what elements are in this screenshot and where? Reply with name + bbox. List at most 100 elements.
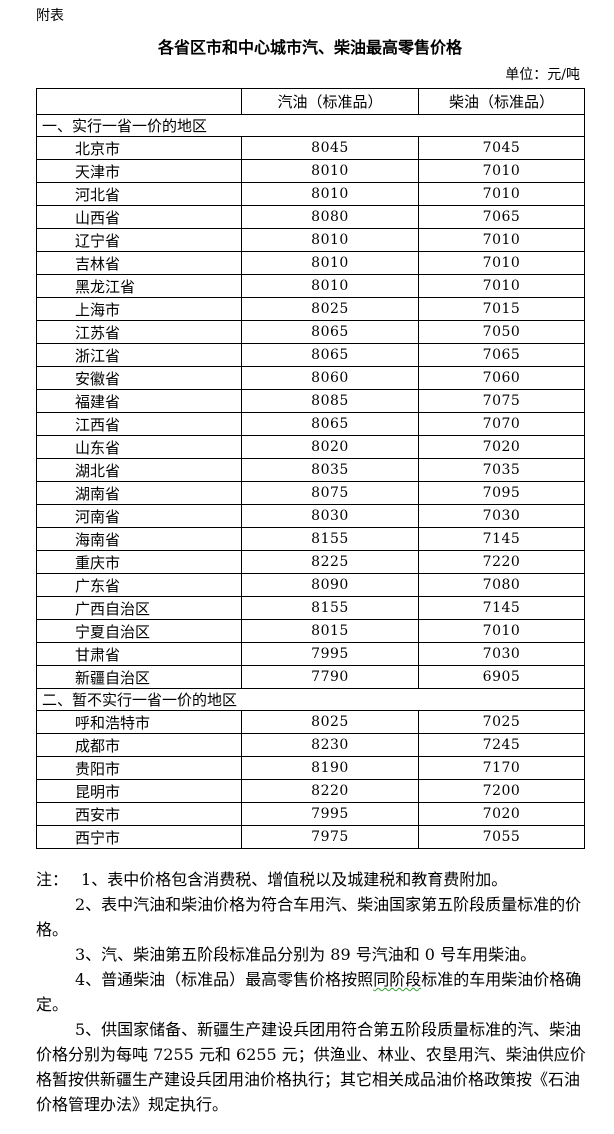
- cell-diesel: 7245: [418, 733, 585, 757]
- cell-diesel: 7010: [418, 619, 585, 643]
- cell-gasoline: 8015: [241, 619, 419, 643]
- table-row: 宁夏自治区 8015 7010: [36, 619, 585, 643]
- cell-region: 宁夏自治区: [36, 619, 242, 643]
- cell-diesel: 7025: [418, 710, 585, 734]
- table-row: 江西省 8065 7070: [36, 412, 585, 436]
- table-row: 贵阳市 8190 7170: [36, 756, 585, 780]
- cell-region: 江苏省: [36, 320, 242, 344]
- cell-diesel: 7065: [418, 343, 585, 367]
- cell-region: 山西省: [36, 205, 242, 229]
- notes-section: 注： 1、表中价格包含消费税、增值税以及城建税和教育费附加。 2、表中汽油和柴油价格…: [36, 867, 586, 1117]
- table-row: 天津市 8010 7010: [36, 159, 585, 183]
- cell-diesel: 7020: [418, 802, 585, 826]
- cell-region: 吉林省: [36, 251, 242, 275]
- table-header-row: 汽油（标准品） 柴油（标准品）: [36, 88, 585, 115]
- cell-region: 浙江省: [36, 343, 242, 367]
- table-row: 甘肃省 7995 7030: [36, 642, 585, 666]
- spellcheck-underlined-text: 同阶段: [373, 970, 422, 989]
- cell-gasoline: 7995: [241, 802, 419, 826]
- cell-diesel: 7050: [418, 320, 585, 344]
- cell-diesel: 7080: [418, 573, 585, 597]
- cell-region: 广西自治区: [36, 596, 242, 620]
- price-table: 汽油（标准品） 柴油（标准品） 一、实行一省一价的地区 北京市 8045 7045 天津…: [36, 88, 585, 849]
- appendix-label: 附表: [36, 8, 64, 24]
- column-header-gasoline: 汽油（标准品）: [241, 88, 419, 115]
- cell-diesel: 7030: [418, 504, 585, 528]
- note-item: 5、供国家储备、新疆生产建设兵团用符合第五阶段质量标准的汽、柴油价格分别为每吨 …: [36, 1017, 586, 1117]
- cell-gasoline: 8155: [241, 527, 419, 551]
- cell-diesel: 7035: [418, 458, 585, 482]
- cell-gasoline: 8230: [241, 733, 419, 757]
- cell-region: 贵阳市: [36, 756, 242, 780]
- section-heading-row: 一、实行一省一价的地区: [36, 114, 585, 137]
- note-item: 3、汽、柴油第五阶段标准品分别为 89 号汽油和 0 号车用柴油。: [36, 942, 586, 967]
- cell-diesel: 7170: [418, 756, 585, 780]
- cell-region: 河北省: [36, 182, 242, 206]
- table-row: 湖北省 8035 7035: [36, 458, 585, 482]
- table-row: 上海市 8025 7015: [36, 297, 585, 321]
- cell-gasoline: 8080: [241, 205, 419, 229]
- note-text: 3、汽、柴油第五阶段标准品分别为 89 号汽油和 0 号车用柴油。: [75, 945, 537, 964]
- cell-diesel: 7200: [418, 779, 585, 803]
- column-header-region: [36, 88, 242, 115]
- cell-gasoline: 8010: [241, 228, 419, 252]
- cell-gasoline: 8030: [241, 504, 419, 528]
- table-row: 重庆市 8225 7220: [36, 550, 585, 574]
- page-title: 各省区市和中心城市汽、柴油最高零售价格: [157, 38, 462, 57]
- cell-gasoline: 8075: [241, 481, 419, 505]
- cell-gasoline: 7995: [241, 642, 419, 666]
- cell-diesel: 7015: [418, 297, 585, 321]
- note-text: 2、表中汽油和柴油价格为符合车用汽、柴油国家第五阶段质量标准的价格。: [36, 895, 582, 939]
- cell-diesel: 7070: [418, 412, 585, 436]
- cell-gasoline: 8045: [241, 136, 419, 160]
- table-row: 辽宁省 8010 7010: [36, 228, 585, 252]
- cell-region: 河南省: [36, 504, 242, 528]
- cell-region: 新疆自治区: [36, 665, 242, 689]
- cell-diesel: 7030: [418, 642, 585, 666]
- note-text: 标准的车用柴油价格确定。: [36, 970, 582, 1014]
- cell-diesel: 7020: [418, 435, 585, 459]
- note-text: 4、普通柴油（标准品）最高零售价格按照: [75, 970, 374, 989]
- cell-gasoline: 8065: [241, 343, 419, 367]
- table-row: 呼和浩特市 8025 7025: [36, 710, 585, 734]
- cell-gasoline: 8025: [241, 710, 419, 734]
- cell-diesel: 7045: [418, 136, 585, 160]
- cell-gasoline: 8010: [241, 182, 419, 206]
- table-row: 广西自治区 8155 7145: [36, 596, 585, 620]
- cell-region: 西宁市: [36, 825, 242, 849]
- cell-region: 成都市: [36, 733, 242, 757]
- cell-region: 湖南省: [36, 481, 242, 505]
- table-row: 西宁市 7975 7055: [36, 825, 585, 849]
- cell-diesel: 7095: [418, 481, 585, 505]
- notes-prefix-label: 注：: [36, 870, 69, 889]
- table-row: 山东省 8020 7020: [36, 435, 585, 459]
- cell-gasoline: 8220: [241, 779, 419, 803]
- cell-region: 海南省: [36, 527, 242, 551]
- cell-region: 重庆市: [36, 550, 242, 574]
- cell-gasoline: 8065: [241, 412, 419, 436]
- table-row: 吉林省 8010 7010: [36, 251, 585, 275]
- cell-gasoline: 8085: [241, 389, 419, 413]
- table-row: 北京市 8045 7045: [36, 136, 585, 160]
- cell-region: 湖北省: [36, 458, 242, 482]
- unit-label: 单位：元/吨: [505, 67, 580, 83]
- cell-gasoline: 8035: [241, 458, 419, 482]
- cell-gasoline: 8155: [241, 596, 419, 620]
- cell-region: 黑龙江省: [36, 274, 242, 298]
- cell-diesel: 6905: [418, 665, 585, 689]
- table-row: 黑龙江省 8010 7010: [36, 274, 585, 298]
- note-item: 2、表中汽油和柴油价格为符合车用汽、柴油国家第五阶段质量标准的价格。: [36, 892, 586, 942]
- cell-diesel: 7010: [418, 159, 585, 183]
- cell-diesel: 7065: [418, 205, 585, 229]
- cell-region: 广东省: [36, 573, 242, 597]
- cell-diesel: 7010: [418, 274, 585, 298]
- cell-region: 上海市: [36, 297, 242, 321]
- table-row: 山西省 8080 7065: [36, 205, 585, 229]
- table-row: 浙江省 8065 7065: [36, 343, 585, 367]
- cell-region: 天津市: [36, 159, 242, 183]
- column-header-diesel: 柴油（标准品）: [418, 88, 585, 115]
- cell-diesel: 7010: [418, 182, 585, 206]
- cell-region: 辽宁省: [36, 228, 242, 252]
- cell-diesel: 7145: [418, 596, 585, 620]
